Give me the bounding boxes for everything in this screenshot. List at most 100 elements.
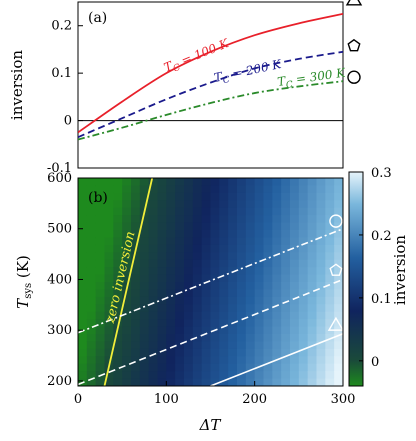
heatmap-cell (139, 215, 150, 224)
heatmap-cell (298, 334, 309, 343)
heatmap-cell (122, 222, 132, 231)
heatmap-cell (157, 200, 167, 209)
heatmap-cell (113, 259, 123, 268)
heatmap-cell (95, 244, 106, 253)
heatmap-cell (219, 185, 229, 194)
heatmap-cell (184, 304, 194, 313)
heatmap-cell (263, 207, 273, 216)
heatmap-cell (113, 356, 123, 365)
heatmap-cell (281, 289, 291, 298)
heatmap-cell (298, 371, 309, 380)
heatmap-cell (157, 348, 167, 357)
heatmap-cell (290, 178, 300, 187)
heatmap-cell (219, 207, 229, 216)
heatmap-cell (78, 311, 88, 320)
heatmap-cell (307, 371, 318, 380)
heatmap-cell (78, 178, 88, 187)
heatmap-cell (175, 304, 185, 313)
heatmap-cell (237, 296, 247, 305)
heatmap-cell (219, 259, 229, 268)
heatmap-cell (263, 178, 273, 187)
heatmap-cell (281, 192, 291, 201)
heatmap-cell (263, 237, 273, 246)
heatmap-cell (210, 215, 220, 224)
panel-a-ylabel: inversion (8, 50, 26, 121)
heatmap-cell (237, 267, 247, 276)
heatmap-cell (281, 282, 291, 291)
heatmap-cell (192, 356, 203, 365)
heatmap-cell (122, 244, 132, 253)
heatmap-cell (334, 378, 343, 386)
heatmap-cell (316, 252, 326, 261)
heatmap-cell (263, 282, 273, 291)
heatmap-cell (228, 207, 238, 216)
heatmap-cell (334, 259, 343, 268)
heatmap-cell (254, 252, 265, 261)
heatmap-cell (245, 244, 256, 253)
heatmap-cell (263, 267, 273, 276)
heatmap-cell (148, 326, 159, 335)
heatmap-cell (122, 207, 132, 216)
heatmap-cell (298, 356, 309, 365)
heatmap-cell (228, 244, 238, 253)
heatmap-cell (245, 215, 256, 224)
heatmap-cell (148, 192, 159, 201)
heatmap-cell (237, 356, 247, 365)
heatmap-cell (263, 334, 273, 343)
heatmap-cell (104, 267, 114, 276)
heatmap-cell (175, 378, 185, 386)
heatmap-cell (272, 200, 282, 209)
heatmap-cell (316, 319, 326, 328)
heatmap-cell (254, 207, 265, 216)
heatmap-cell (298, 178, 309, 187)
heatmap-cell (298, 319, 309, 328)
heatmap-cell (175, 259, 185, 268)
heatmap-cell (139, 371, 150, 380)
heatmap-cell (334, 230, 343, 239)
heatmap-cell (201, 259, 212, 268)
heatmap-cell (272, 304, 282, 313)
heatmap-cell (237, 237, 247, 246)
heatmap-cell (307, 267, 318, 276)
heatmap-cell (210, 244, 220, 253)
heatmap-cell (237, 363, 247, 372)
heatmap-cell (316, 296, 326, 305)
colorbar-gradient (348, 171, 364, 387)
heatmap-cell (122, 200, 132, 209)
heatmap-cell (254, 267, 265, 276)
heatmap-cell (228, 371, 238, 380)
heatmap-cell (298, 244, 309, 253)
heatmap-cell (113, 282, 123, 291)
heatmap-cell (139, 185, 150, 194)
heatmap-cell (201, 244, 212, 253)
heatmap-cell (192, 192, 203, 201)
heatmap-cell (254, 200, 265, 209)
heatmap-cell (175, 341, 185, 350)
heatmap-cell (78, 215, 88, 224)
heatmap-cell (104, 311, 114, 320)
heatmap-cell (86, 348, 97, 357)
heatmap-cell (184, 326, 194, 335)
heatmap-cell (166, 363, 176, 372)
heatmap-cell (131, 200, 141, 209)
heatmap-cell (184, 348, 194, 357)
heatmap-cell (272, 244, 282, 253)
heatmap-cell (122, 334, 132, 343)
heatmap-cell (157, 237, 167, 246)
heatmap-cell (104, 274, 114, 283)
heatmap-cell (78, 185, 88, 194)
heatmap-cell (192, 259, 203, 268)
panel-a-y-ticks: -0.1 0 0.1 0.2 (47, 19, 83, 176)
heatmap-cell (237, 222, 247, 231)
heatmap-cell (201, 334, 212, 343)
heatmap-cell (122, 237, 132, 246)
heatmap-cell (86, 215, 97, 224)
heatmap-cell (237, 304, 247, 313)
heatmap-cell (228, 215, 238, 224)
heatmap-cell (254, 334, 265, 343)
heatmap-cell (184, 363, 194, 372)
heatmap-cell (86, 341, 97, 350)
heatmap-cell (254, 215, 265, 224)
heatmap-cell (166, 304, 176, 313)
heatmap-cell (192, 334, 203, 343)
